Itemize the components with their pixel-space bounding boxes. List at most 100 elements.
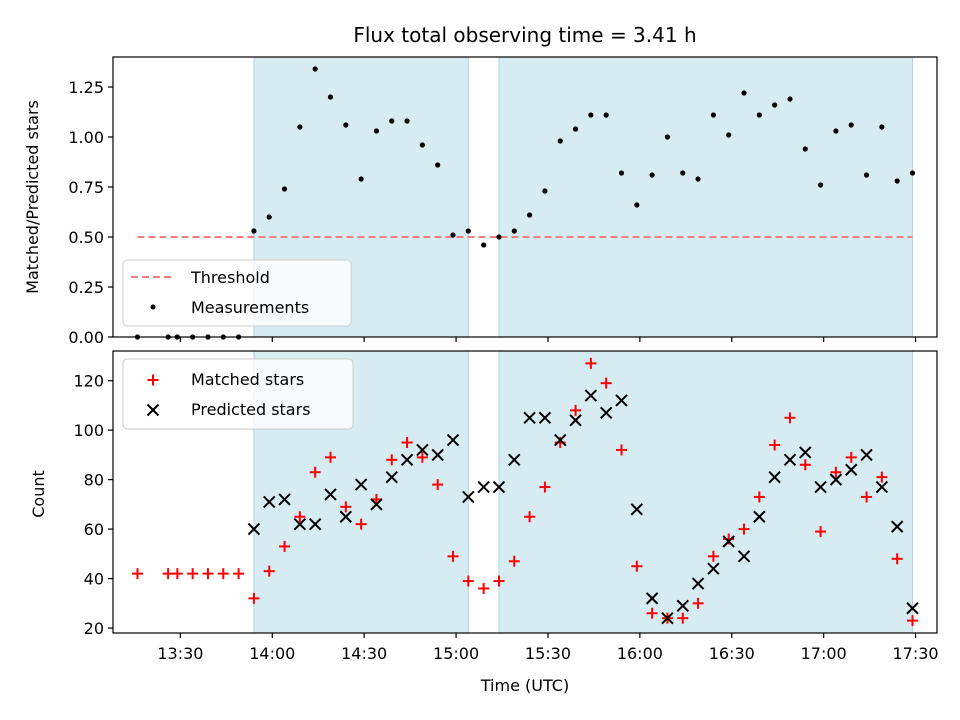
predicted-star-point bbox=[446, 433, 460, 447]
measurement-point bbox=[266, 214, 272, 220]
measurement-point bbox=[312, 66, 318, 72]
matched-star-point bbox=[799, 459, 811, 471]
matched-star-point bbox=[202, 568, 214, 580]
matched-star-point bbox=[876, 471, 888, 483]
measurement-point bbox=[817, 182, 824, 188]
predicted-star-point bbox=[508, 453, 521, 467]
matched-star-point bbox=[524, 511, 536, 523]
top-y-axis-label: Matched/Predicted stars bbox=[23, 100, 42, 294]
measurement-point bbox=[358, 176, 364, 182]
measurement-point bbox=[894, 178, 900, 184]
predicted-star-point bbox=[416, 443, 429, 457]
bottom-shaded-regions bbox=[253, 350, 913, 634]
matched-star-point bbox=[386, 454, 398, 466]
top-axes-frame bbox=[112, 56, 938, 338]
matched-star-point bbox=[600, 377, 612, 389]
predicted-star-point bbox=[615, 394, 628, 407]
matched-star-point bbox=[162, 568, 174, 580]
predicted-star-point bbox=[691, 577, 705, 590]
predicted-star-point bbox=[400, 453, 414, 467]
top-y-axis: 0.00 0.25 0.50 0.75 1.00 1.25 bbox=[68, 78, 113, 347]
predicted-star-point bbox=[324, 488, 337, 501]
measurement-points bbox=[134, 66, 916, 340]
measurement-point bbox=[695, 176, 701, 182]
predicted-star-point bbox=[462, 490, 475, 504]
threshold-legend-label: Threshold bbox=[190, 268, 270, 287]
matched-star-point bbox=[294, 511, 306, 523]
measurement-point bbox=[664, 134, 671, 140]
matched-star-point bbox=[753, 491, 765, 503]
bottom-x-tick-label: 15:00 bbox=[433, 644, 479, 663]
measurement-point bbox=[511, 228, 517, 234]
predicted-star-point bbox=[875, 480, 889, 494]
predicted-star-point bbox=[645, 592, 659, 605]
top-y-tick-label: 1.25 bbox=[68, 78, 104, 97]
predicted-star-point bbox=[814, 480, 827, 494]
measurement-point bbox=[863, 172, 870, 178]
predicted-star-point bbox=[584, 389, 598, 402]
matched-star-point bbox=[845, 451, 857, 463]
matched-star-point bbox=[462, 575, 474, 587]
matched-star-point bbox=[677, 612, 689, 624]
measurement-point bbox=[435, 162, 441, 168]
bottom-x-tick-label: 16:00 bbox=[617, 644, 663, 663]
predicted-star-point bbox=[890, 520, 904, 533]
measurement-point bbox=[618, 170, 625, 176]
matched-star-point bbox=[769, 439, 781, 451]
predicted-star-point bbox=[783, 453, 797, 467]
predicted-star-point bbox=[860, 448, 873, 462]
measurement-point bbox=[710, 112, 716, 118]
top-y-tick-label: 0.50 bbox=[68, 228, 104, 247]
measurement-point bbox=[848, 122, 854, 128]
matched-star-point bbox=[478, 582, 490, 594]
predicted-star-point bbox=[477, 480, 490, 494]
top-y-tick-label: 0.00 bbox=[68, 328, 104, 347]
measurement-point bbox=[373, 128, 380, 134]
matched-star-point bbox=[309, 466, 321, 478]
measurement-point bbox=[526, 212, 533, 218]
bottom-x-tick-label: 16:30 bbox=[709, 644, 755, 663]
bottom-legend-box bbox=[122, 358, 354, 430]
measurement-point bbox=[496, 234, 502, 240]
predicted-star-point bbox=[799, 446, 812, 459]
measurements-legend-label: Measurements bbox=[191, 298, 309, 317]
bottom-x-tick-label: 17:30 bbox=[893, 644, 939, 663]
bottom-legend: Matched stars Predicted stars bbox=[122, 358, 354, 430]
matched-star-point bbox=[738, 523, 750, 535]
top-x-ticks bbox=[179, 337, 917, 342]
predicted-star-point bbox=[354, 478, 368, 491]
matched-star-point bbox=[539, 481, 551, 493]
matched-star-point bbox=[631, 560, 643, 572]
predicted-star-point bbox=[523, 411, 536, 424]
matched-star-point bbox=[416, 451, 428, 463]
matched-star-point bbox=[615, 444, 627, 456]
measurement-point bbox=[281, 186, 288, 192]
matched-star-point bbox=[861, 491, 873, 503]
predicted-star-point bbox=[247, 522, 261, 536]
measurement-point bbox=[741, 90, 747, 96]
predicted-star-point bbox=[308, 517, 322, 531]
measurement-point bbox=[680, 170, 686, 176]
matched-star-point bbox=[233, 568, 245, 580]
measurement-point bbox=[726, 132, 732, 138]
predicted-star-point bbox=[737, 550, 751, 563]
bottom-y-tick-label: 60 bbox=[84, 520, 104, 539]
measurement-point bbox=[389, 118, 395, 124]
matched-star-point bbox=[279, 540, 291, 552]
predicted-star-point bbox=[339, 510, 353, 523]
bottom-x-tick-label: 17:00 bbox=[801, 644, 847, 663]
predicted-star-point bbox=[845, 463, 858, 476]
predicted-star-point bbox=[753, 510, 766, 523]
predicted-star-point bbox=[768, 470, 781, 484]
measurement-point bbox=[327, 94, 334, 100]
matched-star-point bbox=[692, 597, 704, 609]
measurement-point bbox=[297, 124, 303, 130]
measurement-point bbox=[343, 122, 349, 128]
measurement-point bbox=[772, 102, 778, 108]
predicted-stars-series bbox=[247, 389, 919, 625]
measurement-point bbox=[909, 170, 916, 176]
matched-star-point bbox=[585, 357, 597, 369]
top-legend: Threshold Measurements bbox=[122, 259, 352, 327]
bottom-x-tick-label: 15:30 bbox=[525, 644, 571, 663]
